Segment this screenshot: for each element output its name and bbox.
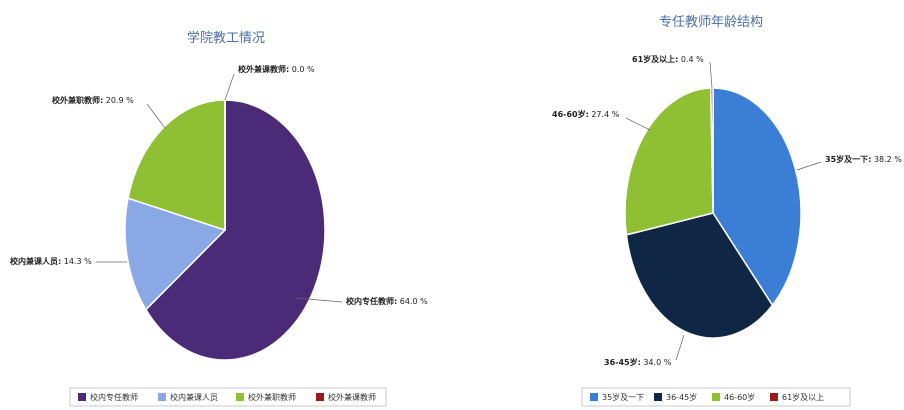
legend-swatch-3 — [770, 393, 778, 401]
legend-label-1: 校内兼课人员 — [170, 392, 218, 402]
legend-box — [69, 387, 387, 407]
leader-line-0 — [295, 297, 343, 303]
legend-swatch-3 — [316, 393, 324, 401]
chart-staff-title: 学院教工情况 — [187, 30, 265, 46]
chart-staff-pie — [124, 99, 326, 361]
slice-label-3: 校外兼课教师: 0.0 % — [238, 64, 315, 74]
slice-label-3: 61岁及以上: 0.4 % — [632, 54, 704, 64]
legend-label-0: 35岁及一下 — [602, 392, 644, 402]
legend-swatch-0 — [590, 393, 598, 401]
leader-line-2 — [146, 103, 166, 129]
pie-slice-0 — [712, 87, 802, 307]
slice-label-2: 校外兼职教师: 20.9 % — [52, 95, 134, 105]
pie-slice-2 — [127, 99, 226, 232]
legend-label-3: 61岁及以上 — [782, 392, 824, 402]
legend-label-0: 校内专任教师 — [90, 392, 138, 402]
leader-line-1 — [675, 334, 685, 361]
leader-line-3 — [224, 73, 235, 101]
legend-label-3: 校外兼课教师 — [328, 392, 376, 402]
legend-swatch-1 — [654, 393, 662, 401]
chart-age-title: 专任教师年龄结构 — [659, 14, 763, 30]
chart-staff: 学院教工情况 校内专任教师: 64.0 % 校内兼课人员: 14.3 % 校外兼职教… — [10, 30, 428, 407]
legend-swatch-2 — [236, 393, 244, 401]
pie-slice-0 — [144, 99, 326, 361]
pie-slice-2 — [624, 87, 714, 236]
chart-staff-labels: 校内专任教师: 64.0 % 校内兼课人员: 14.3 % 校外兼职教师: 20.9… — [10, 64, 428, 306]
leader-line-2 — [625, 117, 651, 131]
pie-slice-3 — [710, 87, 714, 214]
chart-age-legend: 35岁及一下 36-45岁 46-60岁 61岁及以上 — [581, 387, 851, 407]
legend-label-2: 校外兼职教师 — [248, 392, 296, 402]
chart-staff-legend: 校内专任教师 校内兼课人员 校外兼职教师 校外兼课教师 — [69, 387, 387, 407]
slice-label-0: 35岁及一下: 38.2 % — [825, 154, 902, 164]
chart-age-labels: 35岁及一下: 38.2 % 36-45岁: 34.0 % 46-60岁: 27.4… — [552, 54, 902, 367]
slice-label-1: 36-45岁: 34.0 % — [604, 357, 672, 367]
chart-age-pie — [624, 87, 802, 339]
slice-label-2: 46-60岁: 27.4 % — [552, 109, 620, 119]
pie-slice-1 — [124, 197, 227, 311]
slice-label-1: 校内兼课人员: 14.3 % — [10, 256, 92, 266]
legend-swatch-0 — [78, 393, 86, 401]
leader-line-0 — [796, 161, 822, 171]
chart-age: 专任教师年龄结构 35岁及一下: 38.2 % 36-45岁: 34.0 % 46-… — [552, 14, 902, 407]
pie-slice-1 — [625, 212, 774, 339]
legend-label-2: 46-60岁 — [724, 392, 755, 402]
legend-swatch-2 — [712, 393, 720, 401]
legend-swatch-1 — [158, 393, 166, 401]
leader-line-3 — [709, 61, 713, 89]
legend-label-1: 36-45岁 — [666, 392, 697, 402]
slice-label-0: 校内专任教师: 64.0 % — [346, 296, 428, 306]
